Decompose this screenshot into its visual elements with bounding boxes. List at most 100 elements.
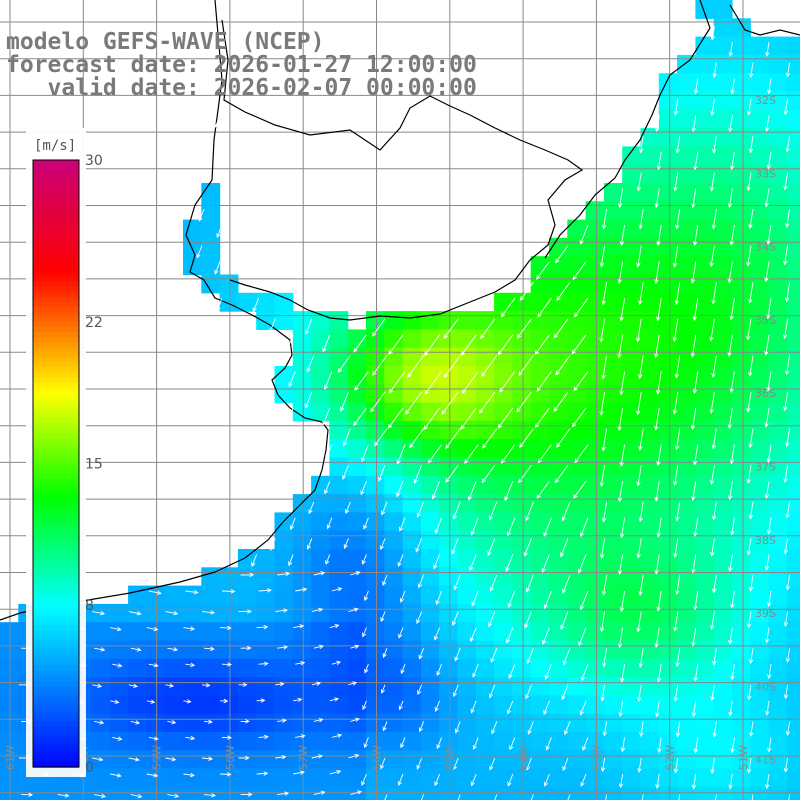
wind-arrow — [400, 737, 406, 749]
field-cell — [750, 475, 770, 495]
field-cell — [549, 256, 568, 276]
field-cell — [366, 366, 385, 385]
field-cell — [201, 732, 221, 751]
field-cell — [292, 786, 312, 800]
wind-arrow — [289, 517, 296, 531]
field-cell — [91, 640, 111, 660]
field-cell — [384, 475, 404, 495]
wind-arrow — [240, 719, 250, 724]
field-cell — [311, 530, 330, 550]
field-cell — [0, 786, 19, 800]
wind-arrow — [460, 334, 477, 356]
colorbar-swatch — [33, 468, 79, 475]
field-cell — [713, 292, 733, 312]
colorbar-swatch — [33, 559, 79, 566]
colorbar-swatch — [33, 493, 79, 500]
field-cell — [530, 256, 550, 276]
wind-arrow — [167, 647, 179, 652]
field-cell — [366, 603, 385, 623]
wind-arrow — [600, 684, 606, 702]
wind-arrow — [313, 644, 324, 650]
wind-arrow — [675, 648, 681, 668]
field-cell — [585, 494, 605, 513]
colorbar-swatch — [33, 625, 79, 632]
field-cell — [109, 786, 129, 800]
wind-arrow — [544, 664, 552, 681]
field-cell — [750, 256, 770, 276]
field-cell — [585, 603, 605, 623]
wind-arrow — [748, 648, 754, 665]
wind-arrow — [397, 554, 404, 567]
field-cell — [457, 549, 477, 568]
wind-arrow — [746, 538, 752, 556]
field-cell — [585, 512, 605, 532]
field-cell — [0, 640, 19, 660]
field-cell — [311, 768, 330, 788]
wind-arrow — [712, 135, 717, 154]
wind-arrow — [311, 681, 322, 686]
field-cell — [622, 549, 642, 568]
wind-arrow — [185, 735, 196, 741]
wind-arrow — [238, 755, 250, 761]
field-cell — [786, 603, 800, 623]
field-cell — [420, 786, 440, 800]
field-cell — [658, 640, 678, 660]
field-cell — [695, 91, 715, 111]
wind-arrow — [216, 224, 223, 239]
field-cell — [109, 658, 129, 678]
field-cell — [549, 457, 568, 477]
field-cell — [677, 677, 696, 696]
field-cell — [549, 329, 568, 349]
field-cell — [439, 695, 459, 715]
field-cell — [677, 512, 696, 532]
field-cell — [549, 567, 568, 587]
field-cell — [201, 786, 221, 800]
field-cell — [585, 420, 605, 440]
field-cell — [219, 274, 239, 294]
field-cell — [768, 219, 788, 239]
wind-arrow — [618, 773, 624, 789]
field-cell — [0, 750, 19, 770]
wind-arrow — [553, 318, 569, 339]
field-cell — [494, 603, 513, 623]
field-cell — [732, 640, 751, 660]
field-cell — [402, 567, 422, 587]
field-cell — [311, 329, 330, 349]
field-cell — [695, 603, 715, 623]
field-cell — [402, 622, 422, 642]
wind-arrow — [165, 610, 179, 616]
field-cell — [658, 567, 678, 587]
wind-arrow — [500, 444, 516, 464]
wind-arrow — [441, 391, 459, 415]
field-cell — [183, 622, 202, 642]
wind-arrow — [416, 757, 423, 770]
colorbar-swatch — [33, 397, 79, 404]
wind-arrow — [198, 208, 205, 222]
field-cell — [530, 658, 550, 678]
wind-arrow — [691, 700, 697, 718]
longitude-label: 56W — [371, 745, 384, 770]
field-cell — [567, 366, 587, 385]
wind-arrow — [693, 78, 699, 95]
wind-arrow — [783, 684, 789, 700]
colorbar-swatch — [33, 600, 79, 606]
field-cell — [658, 677, 678, 696]
field-cell — [658, 658, 678, 678]
field-cell — [695, 494, 715, 513]
wind-arrow — [619, 298, 626, 322]
wind-arrow — [388, 334, 404, 355]
field-cell — [512, 732, 532, 751]
field-cell — [585, 219, 605, 239]
longitude-label: 59W — [151, 745, 164, 770]
field-cell — [640, 603, 660, 623]
field-cell — [146, 713, 166, 733]
field-cell — [512, 420, 532, 440]
field-cell — [109, 695, 129, 715]
wind-arrow — [709, 245, 715, 268]
field-cell — [695, 183, 715, 202]
wind-arrow — [331, 587, 343, 592]
field-cell — [347, 475, 367, 495]
wind-arrow — [196, 245, 203, 259]
wind-arrow — [277, 571, 291, 577]
field-cell — [329, 512, 349, 532]
